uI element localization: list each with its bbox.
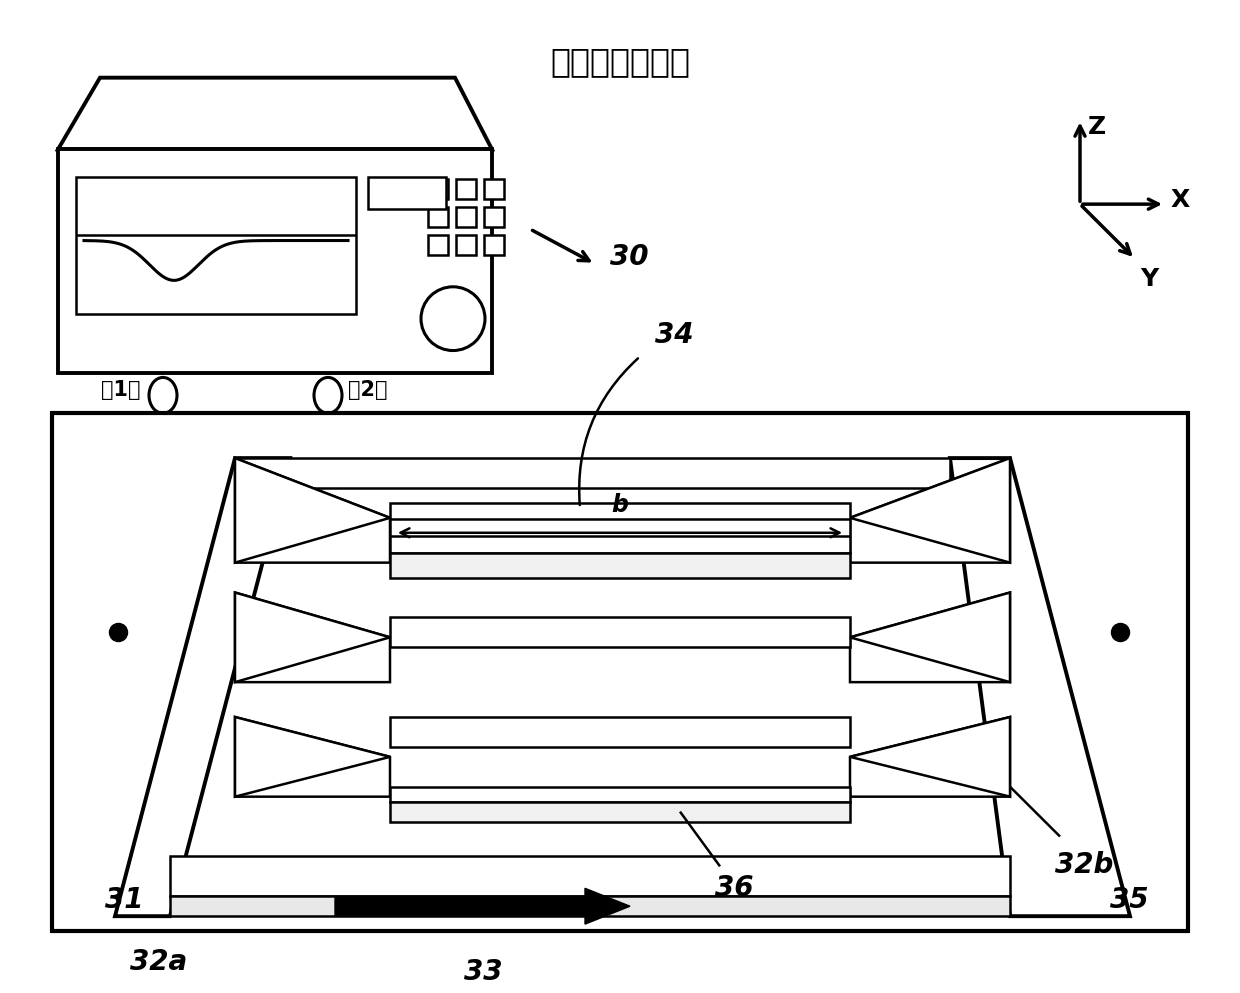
Polygon shape	[391, 717, 849, 747]
Polygon shape	[236, 458, 391, 563]
Text: 35: 35	[1110, 887, 1148, 915]
Text: 第2端: 第2端	[348, 380, 387, 400]
Polygon shape	[849, 458, 1011, 563]
Polygon shape	[236, 717, 391, 796]
Polygon shape	[849, 717, 1011, 796]
FancyArrow shape	[335, 889, 630, 924]
Text: b: b	[611, 493, 629, 516]
Bar	[428, 235, 448, 255]
Text: Y: Y	[1140, 267, 1158, 291]
Bar	[428, 208, 448, 227]
Polygon shape	[115, 458, 290, 917]
Polygon shape	[58, 77, 492, 149]
Text: 33: 33	[464, 958, 502, 986]
Polygon shape	[391, 786, 849, 801]
Polygon shape	[236, 593, 391, 682]
Text: 30: 30	[610, 243, 649, 271]
Polygon shape	[58, 149, 492, 373]
Polygon shape	[849, 593, 1011, 682]
Text: 36: 36	[715, 875, 754, 903]
Bar	[484, 235, 503, 255]
Bar	[456, 235, 476, 255]
Polygon shape	[849, 593, 1011, 682]
Text: 32a: 32a	[130, 948, 187, 976]
Text: 第1端: 第1端	[100, 380, 140, 400]
Polygon shape	[170, 856, 1011, 897]
Polygon shape	[391, 618, 849, 647]
Polygon shape	[236, 717, 391, 796]
Polygon shape	[236, 458, 391, 563]
Text: 32b: 32b	[1055, 851, 1114, 880]
Bar	[456, 180, 476, 200]
Polygon shape	[391, 553, 849, 578]
Bar	[484, 180, 503, 200]
Polygon shape	[849, 717, 1011, 796]
Bar	[368, 178, 446, 210]
Text: 向量网络分析仪: 向量网络分析仪	[551, 45, 689, 77]
Polygon shape	[236, 458, 950, 488]
Text: X: X	[1171, 188, 1190, 213]
Polygon shape	[236, 593, 391, 682]
Text: 31: 31	[105, 887, 144, 915]
Polygon shape	[170, 897, 1011, 917]
Bar	[456, 208, 476, 227]
Bar	[428, 180, 448, 200]
Polygon shape	[391, 502, 849, 553]
Polygon shape	[950, 458, 1130, 917]
Text: 34: 34	[655, 321, 693, 349]
Text: Z: Z	[1087, 114, 1106, 138]
Polygon shape	[52, 413, 1188, 931]
Polygon shape	[76, 178, 356, 314]
Polygon shape	[391, 801, 849, 821]
Bar	[484, 208, 503, 227]
Polygon shape	[849, 458, 1011, 563]
